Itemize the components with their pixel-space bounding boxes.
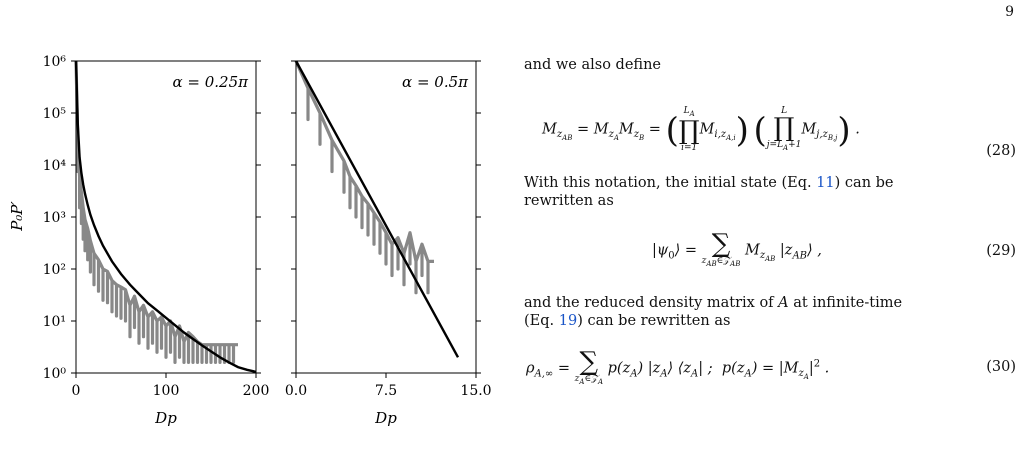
series-data-0 bbox=[74, 60, 238, 364]
equation-29: |ψ0⟩ = ∑ zAB∈𝒵AB MzAB |zAB⟩ , (29) bbox=[652, 229, 1016, 268]
x-axis-label-right: Dp bbox=[374, 409, 397, 427]
x-tick-label-0-0: 0 bbox=[72, 383, 81, 399]
panel-right: 0.0 7.5 15.0 α = 0.5π bbox=[285, 60, 492, 399]
series-fit-0 bbox=[74, 60, 257, 374]
x-tick-label-0-2: 200 bbox=[243, 383, 270, 399]
equation-30: ρA,∞ = ∑ zA∈𝒵A p(zA) |zA⟩ ⟨zA| ; p(zA) = … bbox=[526, 347, 1016, 386]
y-tick-label-2: 10² bbox=[43, 262, 66, 278]
panel-left: 10⁰ 10¹ 10² 10³ 10⁴ 10⁵ 10⁶ 0 100 200 α = 0.25π bbox=[43, 54, 270, 399]
equation-28: MzAB = MzAMzB = (LA ∏ i=1Mi,zA,i) (L ∏ j=LA+… bbox=[542, 106, 1016, 159]
series-fit-1 bbox=[294, 60, 460, 358]
page-number: 9 bbox=[1005, 4, 1014, 20]
eq29-number: (29) bbox=[986, 243, 1016, 259]
panel-title-0: α = 0.25π bbox=[173, 73, 250, 91]
figure: 10⁰ 10¹ 10² 10³ 10⁴ 10⁵ 10⁶ 0 100 200 α = 0.25π 0.… bbox=[8, 54, 492, 427]
eq28-number: (28) bbox=[986, 143, 1016, 159]
paragraph-after-29: and the reduced density matrix of A at i… bbox=[524, 295, 903, 329]
y-tick-label-1: 10¹ bbox=[43, 314, 66, 330]
eq-ref-19[interactable]: 19 bbox=[558, 313, 578, 329]
plot-frame-1 bbox=[295, 60, 477, 374]
y-tick-label-3: 10³ bbox=[43, 210, 66, 226]
y-tick-label-6: 10⁶ bbox=[43, 54, 67, 70]
y-tick-label-5: 10⁵ bbox=[43, 106, 67, 122]
panel-title-1: α = 0.5π bbox=[402, 73, 469, 91]
paragraph-after-28: With this notation, the initial state (E… bbox=[524, 175, 894, 209]
eq30-number: (30) bbox=[986, 359, 1016, 375]
y-tick-label-0: 10⁰ bbox=[43, 366, 67, 382]
series-data-1 bbox=[294, 60, 434, 295]
x-tick-label-0-1: 100 bbox=[153, 383, 180, 399]
intro-text: and we also define bbox=[524, 57, 661, 73]
x-axis-label-left: Dp bbox=[154, 409, 177, 427]
y-tick-label-4: 10⁴ bbox=[43, 158, 67, 174]
eq-ref-11[interactable]: 11 bbox=[816, 175, 835, 191]
x-tick-label-1-1: 7.5 bbox=[375, 383, 397, 399]
y-axis-label: P₀P′ bbox=[8, 201, 26, 232]
x-tick-label-1-0: 0.0 bbox=[285, 383, 307, 399]
x-tick-label-1-2: 15.0 bbox=[460, 383, 491, 399]
